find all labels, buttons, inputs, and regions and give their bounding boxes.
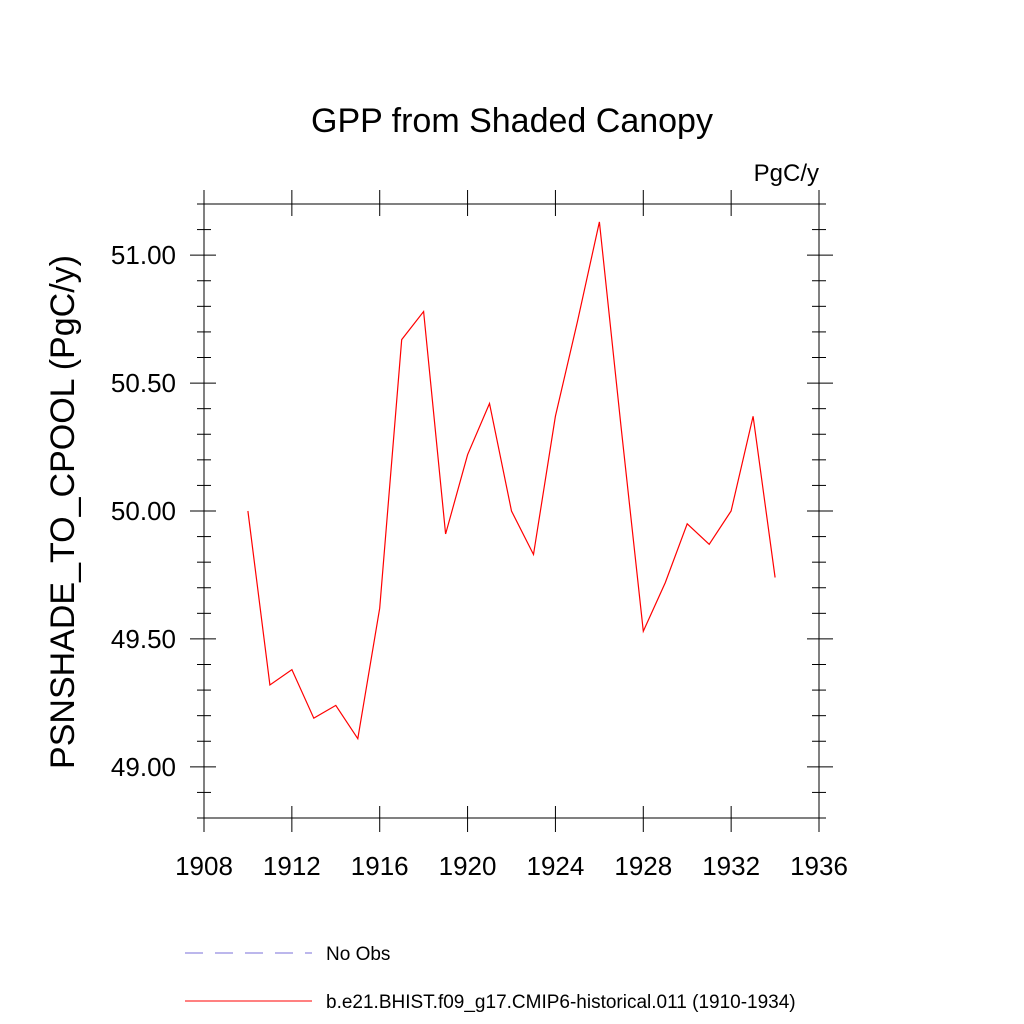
x-tick-label: 1924 (527, 851, 585, 881)
x-tick-label: 1912 (263, 851, 321, 881)
legend-label-historical: b.e21.BHIST.f09_g17.CMIP6-historical.011… (326, 992, 796, 1013)
axis-ticks (190, 190, 833, 832)
y-tick-labels: 49.00 49.50 50.00 50.50 51.00 (111, 240, 176, 782)
x-tick-label: 1920 (439, 851, 497, 881)
y-tick-label: 50.50 (111, 368, 176, 398)
x-tick-label: 1936 (790, 851, 848, 881)
x-tick-label: 1928 (614, 851, 672, 881)
x-tick-labels: 1908 1912 1916 1920 1924 1928 1932 1936 (175, 851, 848, 881)
x-tick-label: 1916 (351, 851, 409, 881)
legend-label-no-obs: No Obs (326, 944, 390, 965)
x-tick-label: 1908 (175, 851, 233, 881)
y-tick-label: 51.00 (111, 240, 176, 270)
y-tick-label: 49.50 (111, 624, 176, 654)
series-group (247, 221, 776, 741)
series-line (247, 221, 776, 741)
y-tick-label: 50.00 (111, 496, 176, 526)
x-tick-label: 1932 (702, 851, 760, 881)
chart-title: GPP from Shaded Canopy (311, 102, 713, 140)
y-axis-label: PSNSHADE_TO_CPOOL (PgC/y) (44, 255, 82, 769)
units-label: PgC/y (754, 160, 819, 187)
y-tick-label: 49.00 (111, 752, 176, 782)
